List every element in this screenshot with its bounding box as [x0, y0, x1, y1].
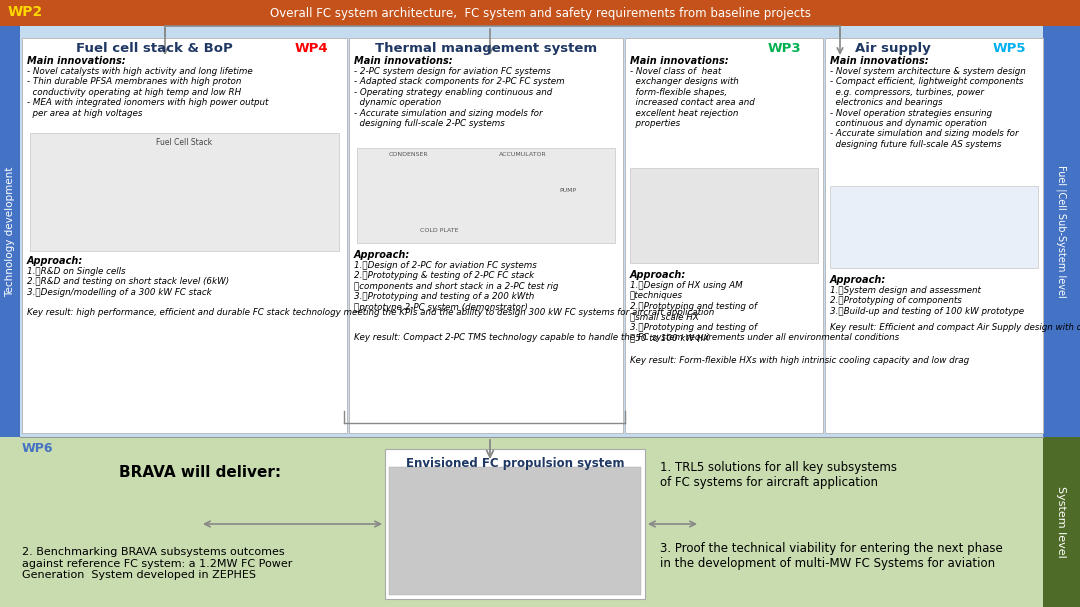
- Bar: [0, 437, 1043, 607]
- Text: Key result: high performance, efficient and durable FC stack technology meeting : Key result: high performance, efficient …: [27, 308, 714, 317]
- Text: WP2: WP2: [8, 5, 43, 19]
- Bar: [30, 133, 339, 251]
- Text: - Novel catalysts with high activity and long lifetime
- Thin durable PFSA membr: - Novel catalysts with high activity and…: [27, 67, 268, 118]
- Text: 1.	Design of HX using AM
	techniques
2.	Prototyping and testing of
	small scale : 1. Design of HX using AM techniques 2. P…: [630, 281, 757, 342]
- Text: WP4: WP4: [295, 42, 328, 55]
- Bar: [357, 148, 615, 243]
- Bar: [1043, 437, 1080, 607]
- Text: WP3: WP3: [768, 42, 801, 55]
- Text: 1.	Design of 2-PC for aviation FC systems
2.	Prototyping & testing of 2-PC FC st: 1. Design of 2-PC for aviation FC system…: [354, 261, 558, 311]
- Bar: [389, 467, 642, 595]
- Bar: [630, 168, 818, 263]
- Text: Fuel |Cell Sub-System level: Fuel |Cell Sub-System level: [1056, 165, 1067, 298]
- Text: BRAVA will deliver:: BRAVA will deliver:: [119, 465, 281, 480]
- Bar: [349, 38, 623, 433]
- Text: CONDENSER: CONDENSER: [389, 152, 429, 157]
- Text: Key result: Compact 2-PC TMS technology capable to handle the FC system requirem: Key result: Compact 2-PC TMS technology …: [354, 333, 900, 342]
- Text: Envisioned FC propulsion system: Envisioned FC propulsion system: [406, 457, 624, 470]
- Text: Thermal management system: Thermal management system: [375, 42, 597, 55]
- Text: Key result: Form-flexible HXs with high intrinsic cooling capacity and low drag: Key result: Form-flexible HXs with high …: [630, 356, 969, 365]
- Text: PUMP: PUMP: [559, 188, 576, 193]
- Text: Technology development: Technology development: [5, 166, 15, 297]
- Text: Approach:: Approach:: [27, 256, 83, 266]
- Text: Approach:: Approach:: [831, 275, 887, 285]
- Text: WP5: WP5: [993, 42, 1026, 55]
- Text: WP6: WP6: [22, 442, 54, 455]
- Text: Fuel Cell Stack: Fuel Cell Stack: [157, 138, 213, 147]
- Bar: [21, 26, 1043, 437]
- Text: ACCUMULATOR: ACCUMULATOR: [499, 152, 546, 157]
- Text: 1.	System design and assessment
2.	Prototyping of components
3.	Build-up and tes: 1. System design and assessment 2. Proto…: [831, 286, 1024, 316]
- Text: Main innovations:: Main innovations:: [831, 56, 929, 66]
- Text: Main innovations:: Main innovations:: [630, 56, 729, 66]
- Text: Air supply: Air supply: [855, 42, 931, 55]
- Text: System level: System level: [1056, 486, 1067, 558]
- Text: Main innovations:: Main innovations:: [27, 56, 125, 66]
- Text: 2. Benchmarking BRAVA subsystems outcomes
against reference FC system: a 1.2MW F: 2. Benchmarking BRAVA subsystems outcome…: [22, 547, 293, 580]
- Bar: [22, 38, 347, 433]
- Text: 1. TRL5 solutions for all key subsystems
of FC systems for aircraft application: 1. TRL5 solutions for all key subsystems…: [660, 461, 897, 489]
- Text: Main innovations:: Main innovations:: [354, 56, 453, 66]
- Text: - Novel system architecture & system design
- Compact efficient, lightweight com: - Novel system architecture & system des…: [831, 67, 1026, 149]
- Bar: [0, 26, 21, 437]
- Text: - Novel class of  heat
  exchanger designs with
  form-flexible shapes,
  increa: - Novel class of heat exchanger designs …: [630, 67, 755, 128]
- Text: Fuel cell stack & BoP: Fuel cell stack & BoP: [76, 42, 233, 55]
- Text: 1.	R&D on Single cells
2.	R&D and testing on short stack level (6kW)
3.	Design/m: 1. R&D on Single cells 2. R&D and testin…: [27, 267, 229, 297]
- Text: COLD PLATE: COLD PLATE: [420, 228, 458, 233]
- Text: 3. Proof the technical viability for entering the next phase
in the development : 3. Proof the technical viability for ent…: [660, 542, 1002, 570]
- Text: Approach:: Approach:: [354, 250, 410, 260]
- Bar: [0, 0, 1080, 26]
- Text: Key result: Efficient and compact Air Supply design with optimized motorized com: Key result: Efficient and compact Air Su…: [831, 323, 1080, 332]
- Bar: [384, 449, 645, 599]
- Bar: [831, 186, 1038, 268]
- Text: Overall FC system architecture,  FC system and safety requirements from baseline: Overall FC system architecture, FC syste…: [270, 7, 810, 19]
- Bar: [825, 38, 1043, 433]
- Bar: [1043, 26, 1080, 437]
- Text: Approach:: Approach:: [630, 270, 686, 280]
- Bar: [625, 38, 823, 433]
- Text: - 2-PC system design for aviation FC systems
- Adapted stack components for 2-PC: - 2-PC system design for aviation FC sys…: [354, 67, 565, 128]
